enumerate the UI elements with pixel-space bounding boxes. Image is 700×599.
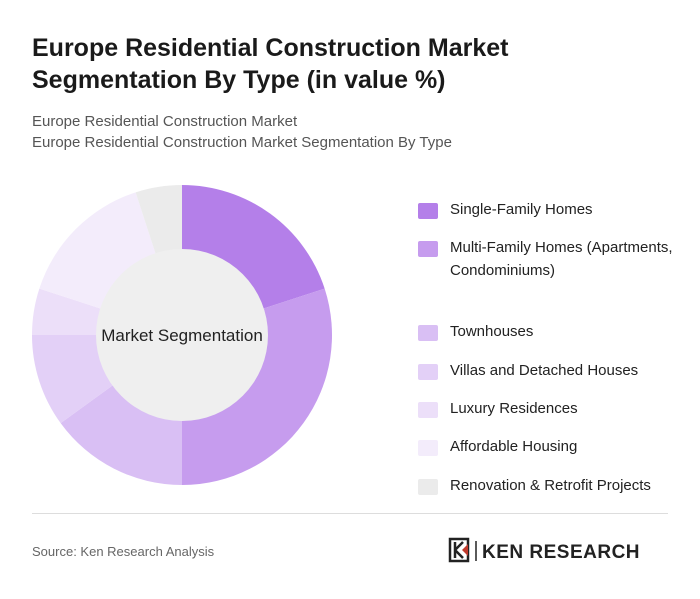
subtitle: Europe Residential Construction Market: [32, 113, 298, 130]
legend-label: Luxury Residences: [450, 400, 578, 417]
legend-label: Single-Family Homes: [450, 201, 593, 218]
logo-text: KEN RESEARCH: [482, 542, 640, 563]
legend-swatch: [418, 440, 438, 456]
center-label: Market Segmentation: [101, 326, 263, 345]
title: Europe Residential Construction Market S…: [32, 34, 509, 94]
legend-swatch: [418, 203, 438, 219]
legend-label: Multi-Family Homes (Apartments, Condomin…: [450, 239, 673, 279]
legend-swatch: [418, 241, 438, 257]
legend-swatch: [418, 325, 438, 341]
divider: [32, 513, 668, 514]
legend-item: Single-Family Homes: [418, 198, 678, 221]
legend-item: Villas and Detached Houses: [418, 359, 678, 382]
legend-swatch: [418, 479, 438, 495]
legend-item: Multi-Family Homes (Apartments, Condomin…: [418, 236, 678, 282]
legend-label: Villas and Detached Houses: [450, 362, 639, 379]
legend-item: Renovation & Retrofit Projects: [418, 474, 678, 497]
subtitle: Europe Residential Construction Market S…: [32, 134, 452, 151]
legend: Single-Family Homes Multi-Family Homes (A…: [418, 198, 678, 497]
logo: KEN RESEARCH: [448, 537, 640, 563]
source: Source: Ken Research Analysis: [32, 544, 215, 559]
legend-item: Townhouses: [418, 320, 678, 343]
legend-label: Renovation & Retrofit Projects: [450, 477, 651, 494]
legend-swatch: [418, 364, 438, 380]
legend-item: Luxury Residences: [418, 397, 678, 420]
legend-item: Affordable Housing: [418, 435, 678, 458]
legend-label: Affordable Housing: [450, 438, 578, 455]
donut-hole: [96, 249, 268, 421]
legend-label: Townhouses: [450, 323, 534, 340]
legend-swatch: [418, 402, 438, 418]
donut-chart: Market Segmentation: [32, 185, 332, 485]
